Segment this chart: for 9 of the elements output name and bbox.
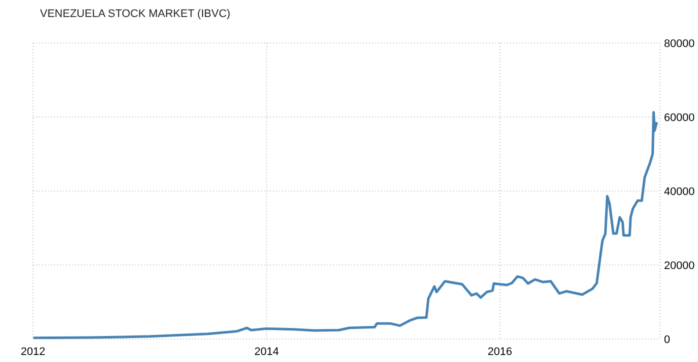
x-tick-label: 2012 — [20, 346, 46, 358]
y-tick-label: 20000 — [664, 260, 695, 272]
chart-title: VENEZUELA STOCK MARKET (IBVC) — [40, 8, 230, 20]
x-tick-label: 2014 — [254, 346, 279, 358]
y-tick-label: 0 — [664, 334, 670, 346]
y-tick-label: 80000 — [664, 38, 695, 50]
y-tick-label: 60000 — [664, 112, 695, 124]
x-tick-label: 2016 — [488, 346, 512, 358]
y-tick-label: 40000 — [664, 186, 695, 198]
